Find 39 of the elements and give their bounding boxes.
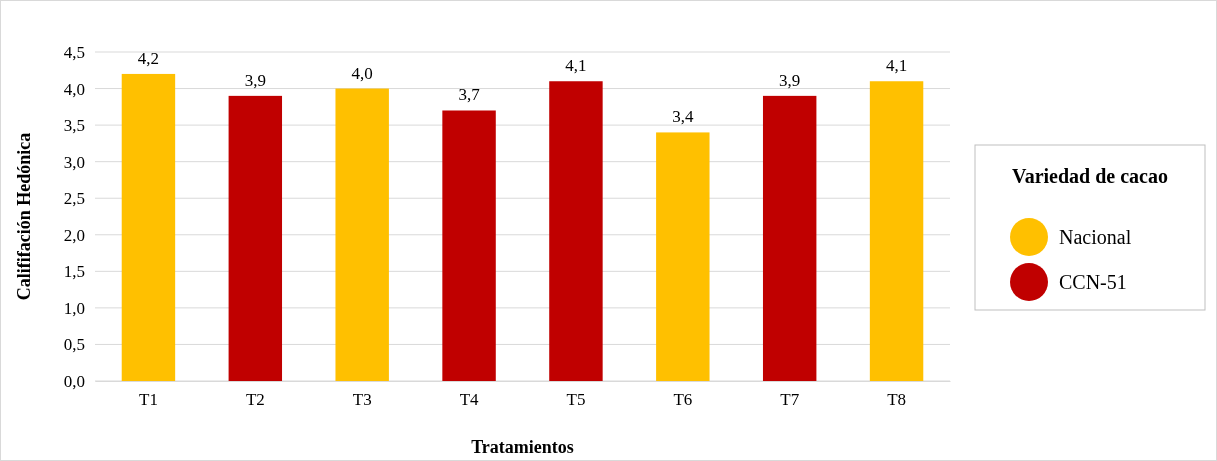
y-tick-label: 3,5 [63,116,85,136]
x-tick-label: T6 [673,390,693,410]
legend-title: Variedad de cacao [1012,165,1168,187]
data-label: 3,4 [672,107,694,127]
y-tick-label: 2,0 [63,225,85,245]
bar [549,81,603,381]
data-label: 3,9 [244,70,266,90]
x-tick-label: T2 [245,390,265,410]
legend-label: Nacional [1059,226,1132,248]
y-tick-label: 3,0 [63,152,85,172]
y-tick-label: 2,5 [63,189,85,209]
y-tick-label: 0,5 [63,335,85,355]
data-label: 4,0 [351,63,373,83]
bar [228,95,283,381]
bar [869,81,924,381]
bar [121,73,176,381]
x-tick-label: T8 [887,390,907,410]
y-tick-label: 4,0 [63,79,85,99]
x-tick-label: T5 [566,390,586,410]
y-tick-label: 0,0 [63,371,85,391]
bar [335,88,389,381]
data-label: 3,9 [779,70,801,90]
y-tick-label: 4,5 [63,42,85,62]
y-axis-title: Calififación Hedónica [14,132,34,301]
x-tick-label: T3 [352,390,372,410]
y-tick-label: 1,5 [63,262,85,282]
bar [762,95,817,381]
data-label: 3,7 [458,85,481,105]
x-axis-title: Tratamientos [471,437,574,457]
data-label: 4,1 [565,56,587,76]
x-tick-label: T7 [780,390,800,410]
x-tick-label: T1 [138,390,158,410]
data-label: 4,1 [885,56,908,76]
legend-label: CCN-51 [1059,271,1127,293]
data-label: 4,2 [137,48,160,68]
bar [656,132,710,381]
x-tick-label: T4 [459,390,479,410]
bar [442,110,496,381]
y-tick-label: 1,0 [63,298,85,318]
